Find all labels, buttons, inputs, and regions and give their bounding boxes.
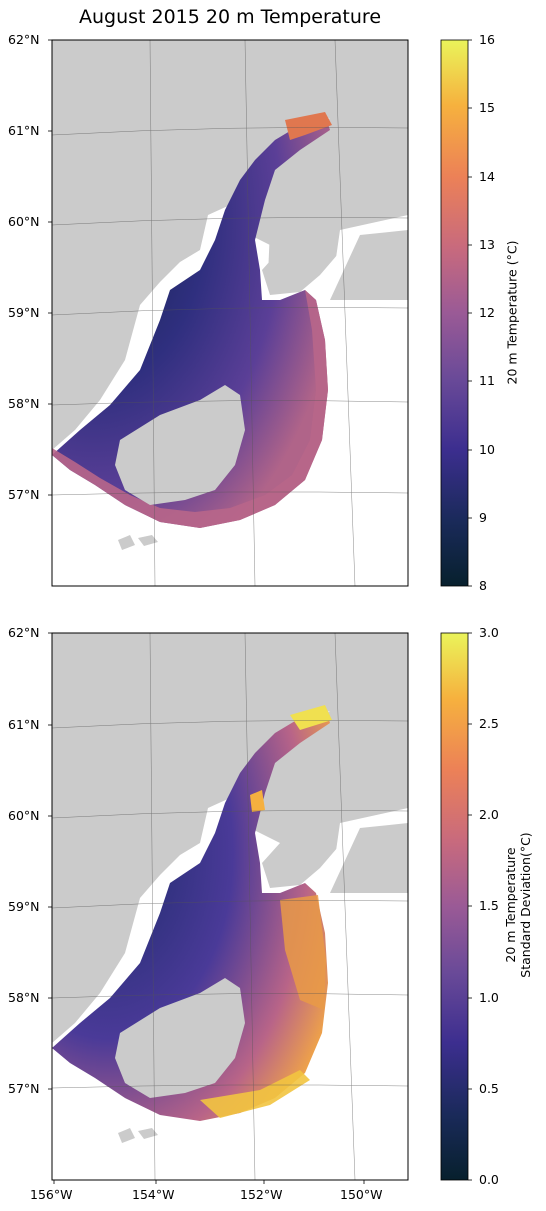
- land-mainland-b: [52, 633, 408, 1043]
- lat-label: 58°N: [8, 990, 40, 1005]
- temperature-field: [52, 115, 330, 528]
- colorbar-tick-label: 1.5: [479, 898, 499, 913]
- bottom-map: [52, 633, 408, 1180]
- bottom-colorbar-ticks: [468, 632, 472, 1181]
- lat-label: 59°N: [8, 899, 40, 914]
- lat-label: 61°N: [8, 717, 40, 732]
- graticule-top: [52, 40, 408, 586]
- bottom-map-frame: [51, 632, 409, 1181]
- figure-title: August 2015 20 m Temperature: [78, 6, 382, 28]
- bottom-colorbar-label: 20 m Temperature Standard Deviation(°C): [503, 810, 533, 1000]
- lon-label: 150°W: [340, 1187, 383, 1202]
- lat-label: 62°N: [8, 625, 40, 640]
- lat-label: 60°N: [8, 808, 40, 823]
- lat-label: 62°N: [8, 32, 40, 47]
- lon-label: 154°W: [132, 1187, 175, 1202]
- colorbar-tick-label: 16: [479, 32, 495, 47]
- colorbar-tick-label: 13: [479, 237, 495, 252]
- lat-label: 61°N: [8, 123, 40, 138]
- top-colorbar: [440, 39, 469, 587]
- graticule-bottom: [52, 633, 408, 1180]
- colorbar-tick-label: 0.5: [479, 1081, 499, 1096]
- land-kenai: [268, 210, 320, 280]
- colorbar-tick-label: 2.5: [479, 716, 499, 731]
- colorbar-tick-label: 1.0: [479, 990, 499, 1005]
- lat-label: 57°N: [8, 487, 40, 502]
- colorbar-tick-label: 11: [479, 373, 495, 388]
- colorbar-tick-label: 2.0: [479, 807, 499, 822]
- lat-ticks: [48, 39, 365, 1184]
- colorbar-tick-label: 3.0: [479, 625, 499, 640]
- lat-label: 59°N: [8, 305, 40, 320]
- top-map: [52, 40, 408, 586]
- lon-label: 156°W: [30, 1187, 73, 1202]
- colorbar-tick-label: 10: [479, 442, 495, 457]
- colorbar-tick-label: 9: [479, 510, 487, 525]
- colorbar-tick-label: 12: [479, 305, 495, 320]
- bottom-colorbar-label-line2: Standard Deviation(°C): [518, 832, 533, 978]
- lon-label: 152°W: [240, 1187, 283, 1202]
- colorbar-tick-label: 0.0: [479, 1172, 499, 1187]
- lat-label: 60°N: [8, 214, 40, 229]
- lat-label: 57°N: [8, 1081, 40, 1096]
- colorbar-tick-label: 8: [479, 578, 487, 593]
- lat-label: 58°N: [8, 396, 40, 411]
- bottom-colorbar-label-line1: 20 m Temperature: [503, 847, 518, 963]
- bottom-colorbar: [440, 632, 469, 1181]
- colorbar-tick-label: 14: [479, 169, 495, 184]
- sd-field: [52, 708, 330, 1121]
- top-colorbar-ticks: [468, 39, 472, 587]
- top-colorbar-label: 20 m Temperature (°C): [504, 240, 520, 385]
- land-mainland: [52, 40, 408, 450]
- land-islets: [118, 535, 158, 550]
- colorbar-tick-label: 15: [479, 100, 495, 115]
